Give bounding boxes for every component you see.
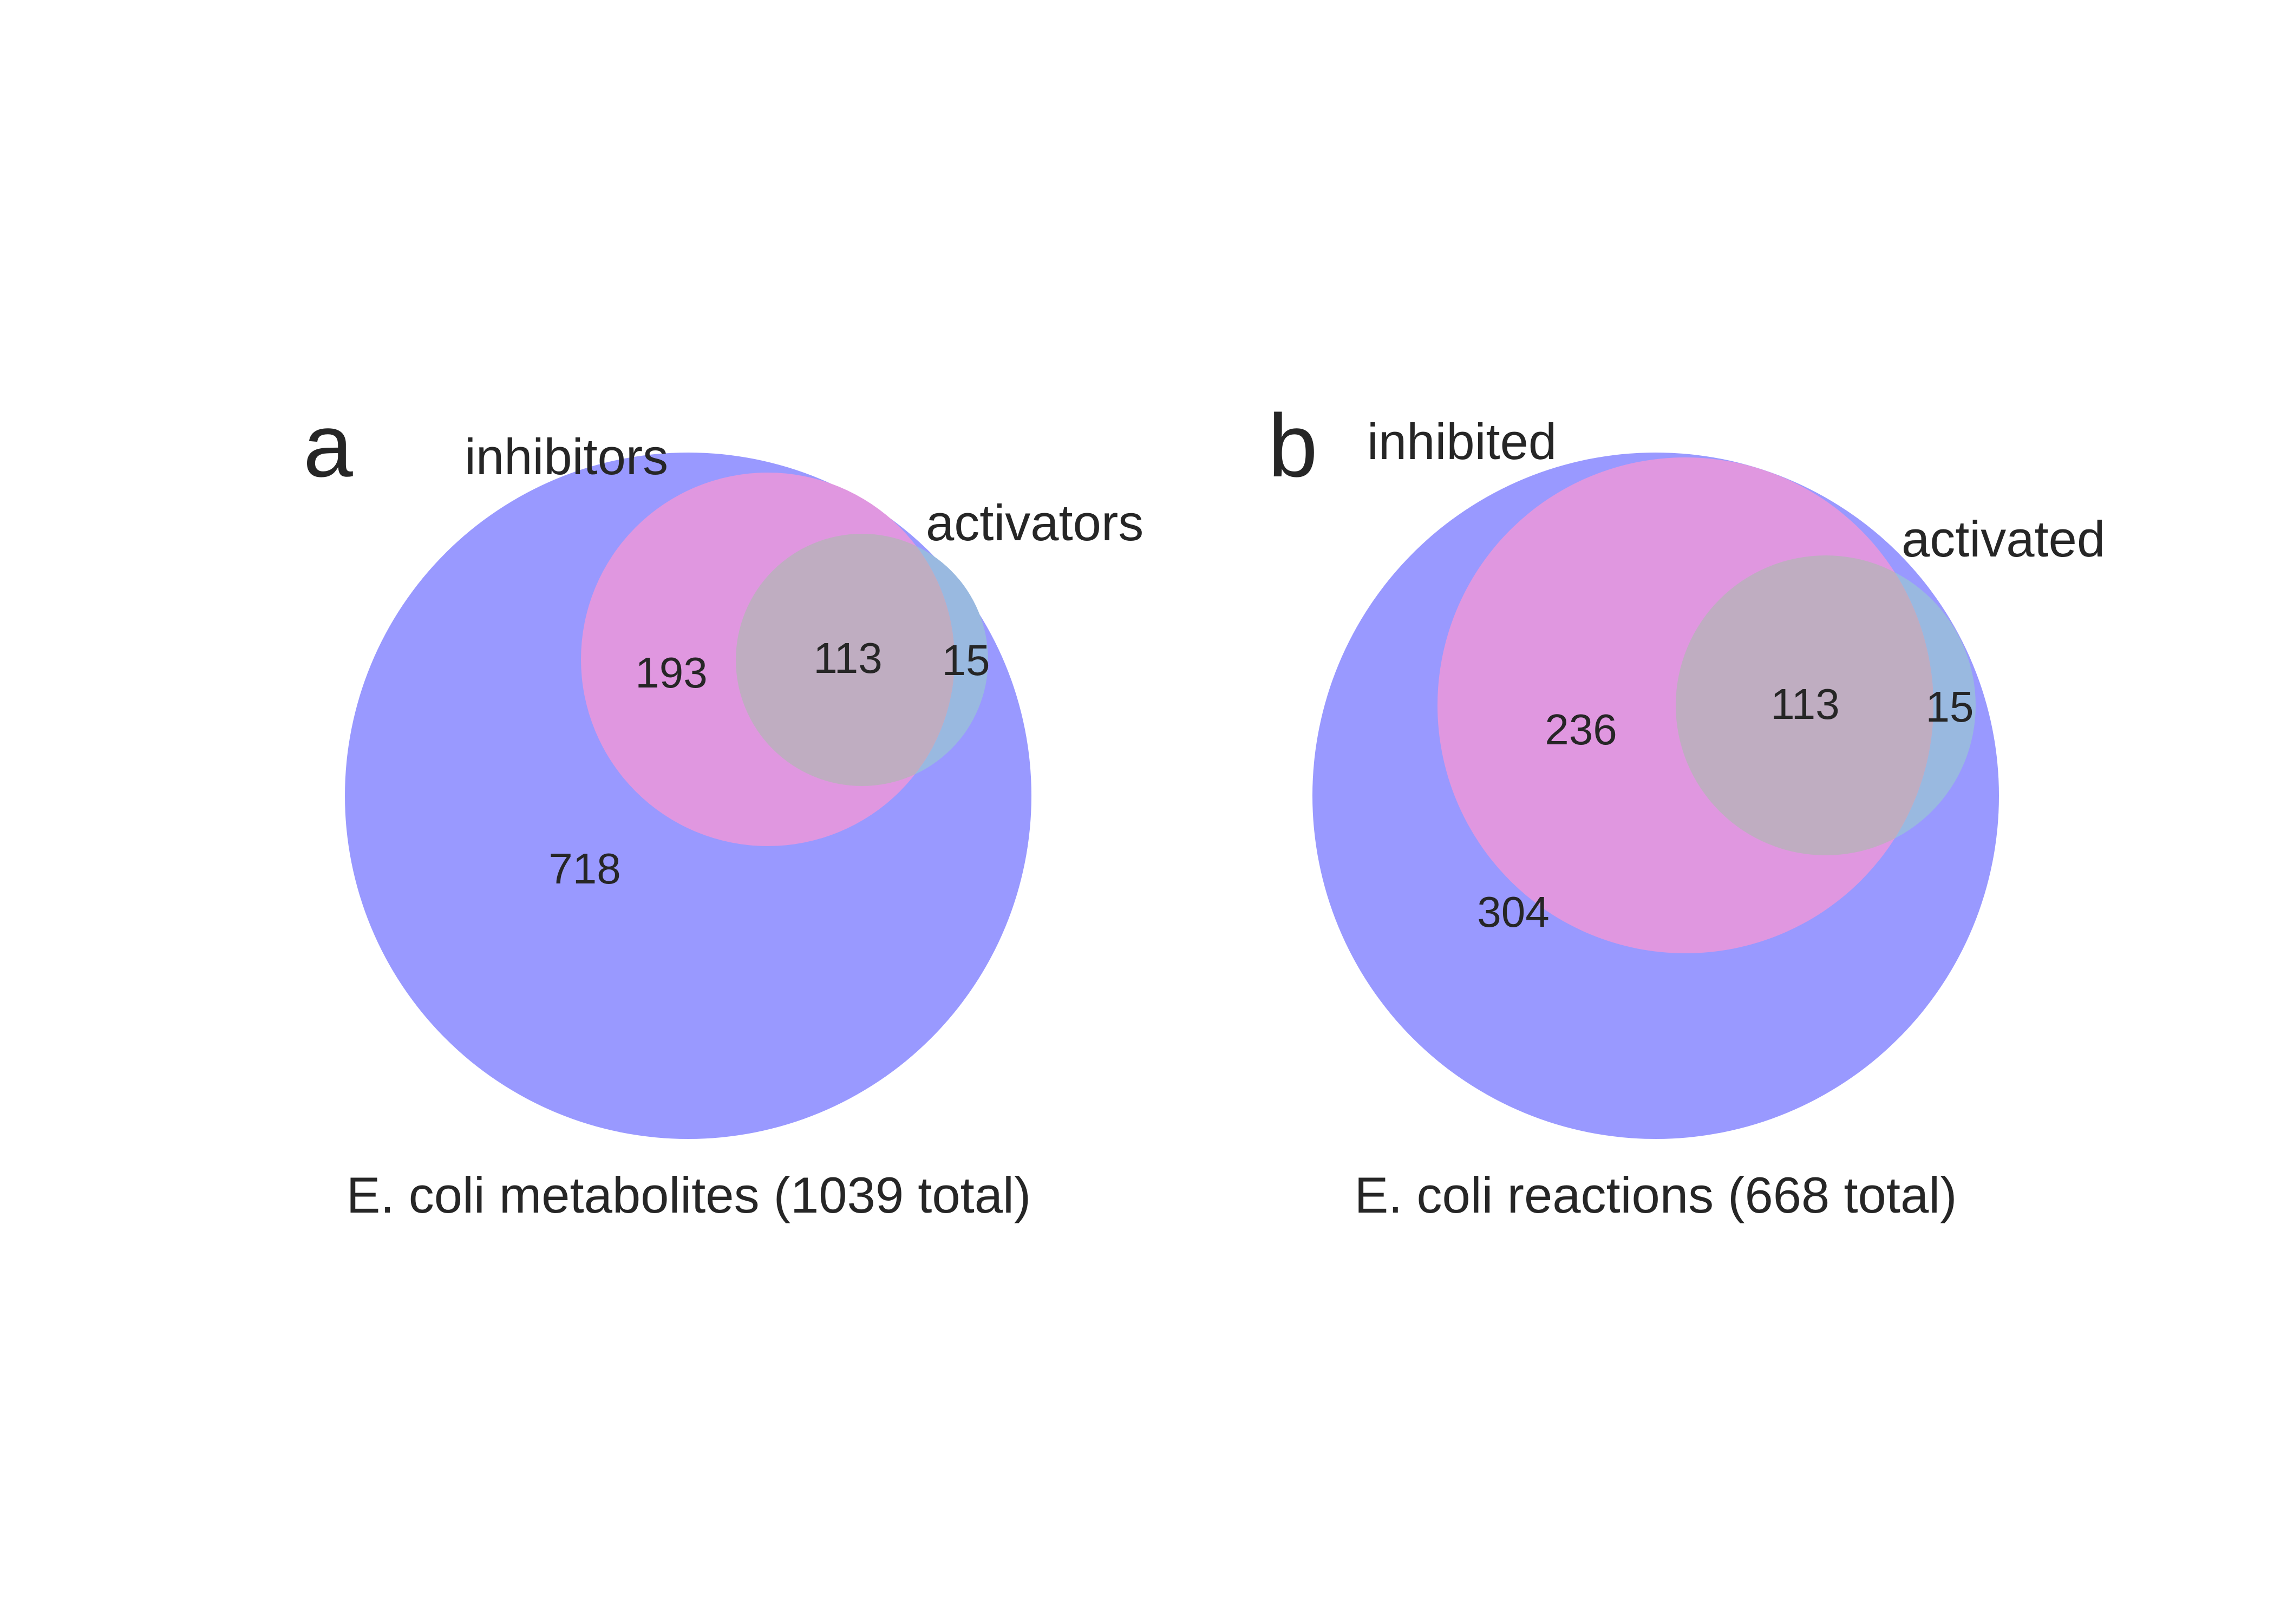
region-count-inhibitors-only: 193 — [635, 649, 707, 697]
overlap-circle-a — [736, 534, 955, 786]
region-count-activators-only: 15 — [942, 636, 990, 684]
set-label-activators: activators — [926, 494, 1143, 551]
caption-b: E. coli reactions (668 total) — [1355, 1167, 1957, 1223]
region-count-outer-only-a: 718 — [548, 844, 620, 893]
venn-panel-b: b inhibited activated 304 236 113 15 E. … — [1268, 396, 2105, 1223]
region-count-outer-only-b: 304 — [1477, 888, 1549, 936]
set-label-inhibitors: inhibitors — [465, 428, 668, 485]
venn-panel-a: a inhibitors activators 718 193 113 15 E… — [303, 396, 1143, 1223]
region-count-inhibited-only: 236 — [1545, 705, 1617, 754]
panel-letter-b: b — [1268, 396, 1318, 495]
set-label-inhibited: inhibited — [1367, 413, 1557, 470]
panel-letter-a: a — [303, 396, 353, 495]
set-label-activated: activated — [1901, 510, 2105, 567]
region-count-both-a: 113 — [813, 634, 883, 682]
caption-a: E. coli metabolites (1039 total) — [347, 1167, 1031, 1223]
region-count-activated-only: 15 — [1926, 683, 1974, 731]
overlap-circle-b — [1676, 555, 1933, 855]
region-count-both-b: 113 — [1770, 680, 1840, 728]
